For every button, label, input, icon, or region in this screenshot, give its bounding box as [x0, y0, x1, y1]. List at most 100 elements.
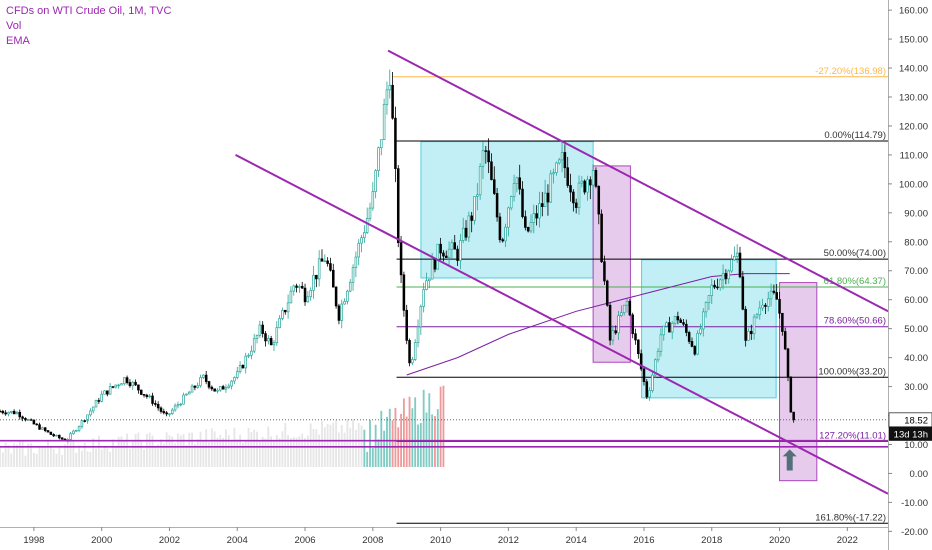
candle-body-144 — [405, 309, 408, 341]
candle-body-276 — [778, 298, 781, 314]
legend-ema[interactable]: EMA — [6, 35, 30, 47]
candle-body-143 — [402, 274, 406, 311]
candle-body-268 — [755, 314, 759, 318]
volume-bar-early-103 — [289, 438, 292, 467]
volume-bar-early-70 — [196, 439, 199, 467]
candle-body-175 — [493, 179, 496, 194]
candle-body-187 — [526, 227, 530, 232]
fib-label-5: 100.00%(33.20) — [818, 366, 886, 377]
candle-body-159 — [447, 248, 451, 258]
volume-bar-early-35 — [97, 435, 100, 467]
candle-body-55 — [154, 403, 157, 405]
candle-body-242 — [682, 322, 685, 325]
candle-body-40 — [111, 386, 115, 388]
candle-body-197 — [555, 162, 558, 173]
y-tick-label-17: -10.00 — [901, 498, 928, 509]
candle-body-78 — [219, 386, 222, 391]
candle-body-125 — [351, 267, 355, 283]
candle-body-151 — [425, 280, 428, 290]
candle-body-263 — [741, 276, 745, 310]
candle-body-193 — [543, 192, 547, 207]
candle-body-39 — [108, 386, 112, 395]
candle-body-190 — [535, 213, 538, 219]
fib-label-7: 161.80%(-17.22) — [815, 512, 886, 523]
volume-bar-early-48 — [134, 434, 137, 467]
candle-body-21 — [58, 434, 61, 439]
candle-body-49 — [137, 384, 140, 391]
candle-body-81 — [227, 385, 231, 388]
candle-body-177 — [498, 216, 502, 241]
volume-bar-early-29 — [80, 450, 83, 467]
candle-body-34 — [94, 400, 98, 408]
candle-body-266 — [750, 330, 753, 335]
volume-bar-early-94 — [264, 438, 267, 467]
last-price-label: 18.52 — [904, 415, 928, 426]
candle-body-75 — [210, 386, 214, 390]
legend-title[interactable]: CFDs on WTI Crude Oil, 1M, TVC — [6, 5, 172, 17]
volume-bar-early-59 — [165, 432, 168, 467]
candle-body-223 — [628, 301, 632, 316]
volume-bar-early-64 — [179, 435, 182, 467]
candle-body-182 — [512, 183, 516, 197]
candle-body-135 — [380, 139, 383, 149]
candle-body-155 — [436, 243, 440, 270]
candle-body-141 — [396, 168, 400, 243]
candle-body-147 — [413, 342, 417, 360]
volume-bar-early-63 — [177, 433, 179, 467]
candle-body-127 — [357, 242, 360, 258]
candle-body-1 — [1, 410, 5, 414]
volume-bar-early-96 — [270, 436, 273, 467]
volume-bar-early-56 — [157, 444, 160, 467]
candle-body-30 — [83, 420, 87, 422]
candle-body-107 — [300, 285, 304, 289]
volume-bar-early-99 — [278, 438, 281, 467]
candle-body-113 — [317, 258, 321, 280]
volume-bar-1 — [366, 451, 369, 467]
volume-bar-early-89 — [250, 431, 253, 467]
candle-body-152 — [428, 278, 431, 282]
candle-body-260 — [733, 256, 736, 261]
candle-body-79 — [221, 386, 225, 390]
candle-body-56 — [156, 404, 160, 409]
candle-body-245 — [690, 341, 694, 347]
candle-body-139 — [391, 84, 394, 119]
x-tick-label-11: 2020 — [769, 535, 790, 546]
candle-body-226 — [637, 339, 640, 355]
candle-body-64 — [179, 403, 183, 406]
volume-bar-early-52 — [145, 434, 148, 467]
candle-body-140 — [394, 117, 397, 169]
volume-bar-early-54 — [151, 435, 154, 467]
candle-layer — [0, 69, 795, 443]
candle-body-126 — [354, 256, 358, 268]
candle-body-130 — [365, 218, 369, 233]
volume-bar-22 — [425, 412, 428, 467]
y-tick-label-8: 80.00 — [904, 237, 928, 248]
volume-bar-early-40 — [112, 439, 114, 467]
volume-bar-early-81 — [227, 435, 230, 467]
candle-body-241 — [679, 319, 682, 323]
candle-body-65 — [182, 394, 185, 405]
candle-body-201 — [566, 167, 569, 186]
volume-bar-early-66 — [185, 444, 188, 467]
x-tick-label-5: 2008 — [362, 535, 383, 546]
candle-body-169 — [476, 194, 479, 197]
volume-bar-2 — [369, 420, 371, 467]
candle-body-93 — [261, 324, 264, 334]
legend-volume[interactable]: Vol — [6, 20, 22, 32]
candle-body-259 — [730, 259, 733, 272]
candle-body-230 — [648, 390, 651, 398]
candle-body-189 — [532, 213, 536, 223]
candle-body-166 — [467, 215, 471, 238]
candle-body-235 — [662, 325, 666, 336]
volume-bar-early-98 — [275, 434, 278, 467]
candle-body-232 — [653, 359, 657, 376]
y-tick-label-6: 100.00 — [899, 179, 928, 190]
candle-body-198 — [557, 159, 561, 164]
candle-body-26 — [72, 430, 75, 435]
candle-body-5 — [12, 410, 16, 415]
candle-body-42 — [117, 384, 120, 387]
candle-body-115 — [323, 260, 327, 263]
candle-body-218 — [614, 330, 617, 334]
candle-body-109 — [306, 296, 310, 303]
